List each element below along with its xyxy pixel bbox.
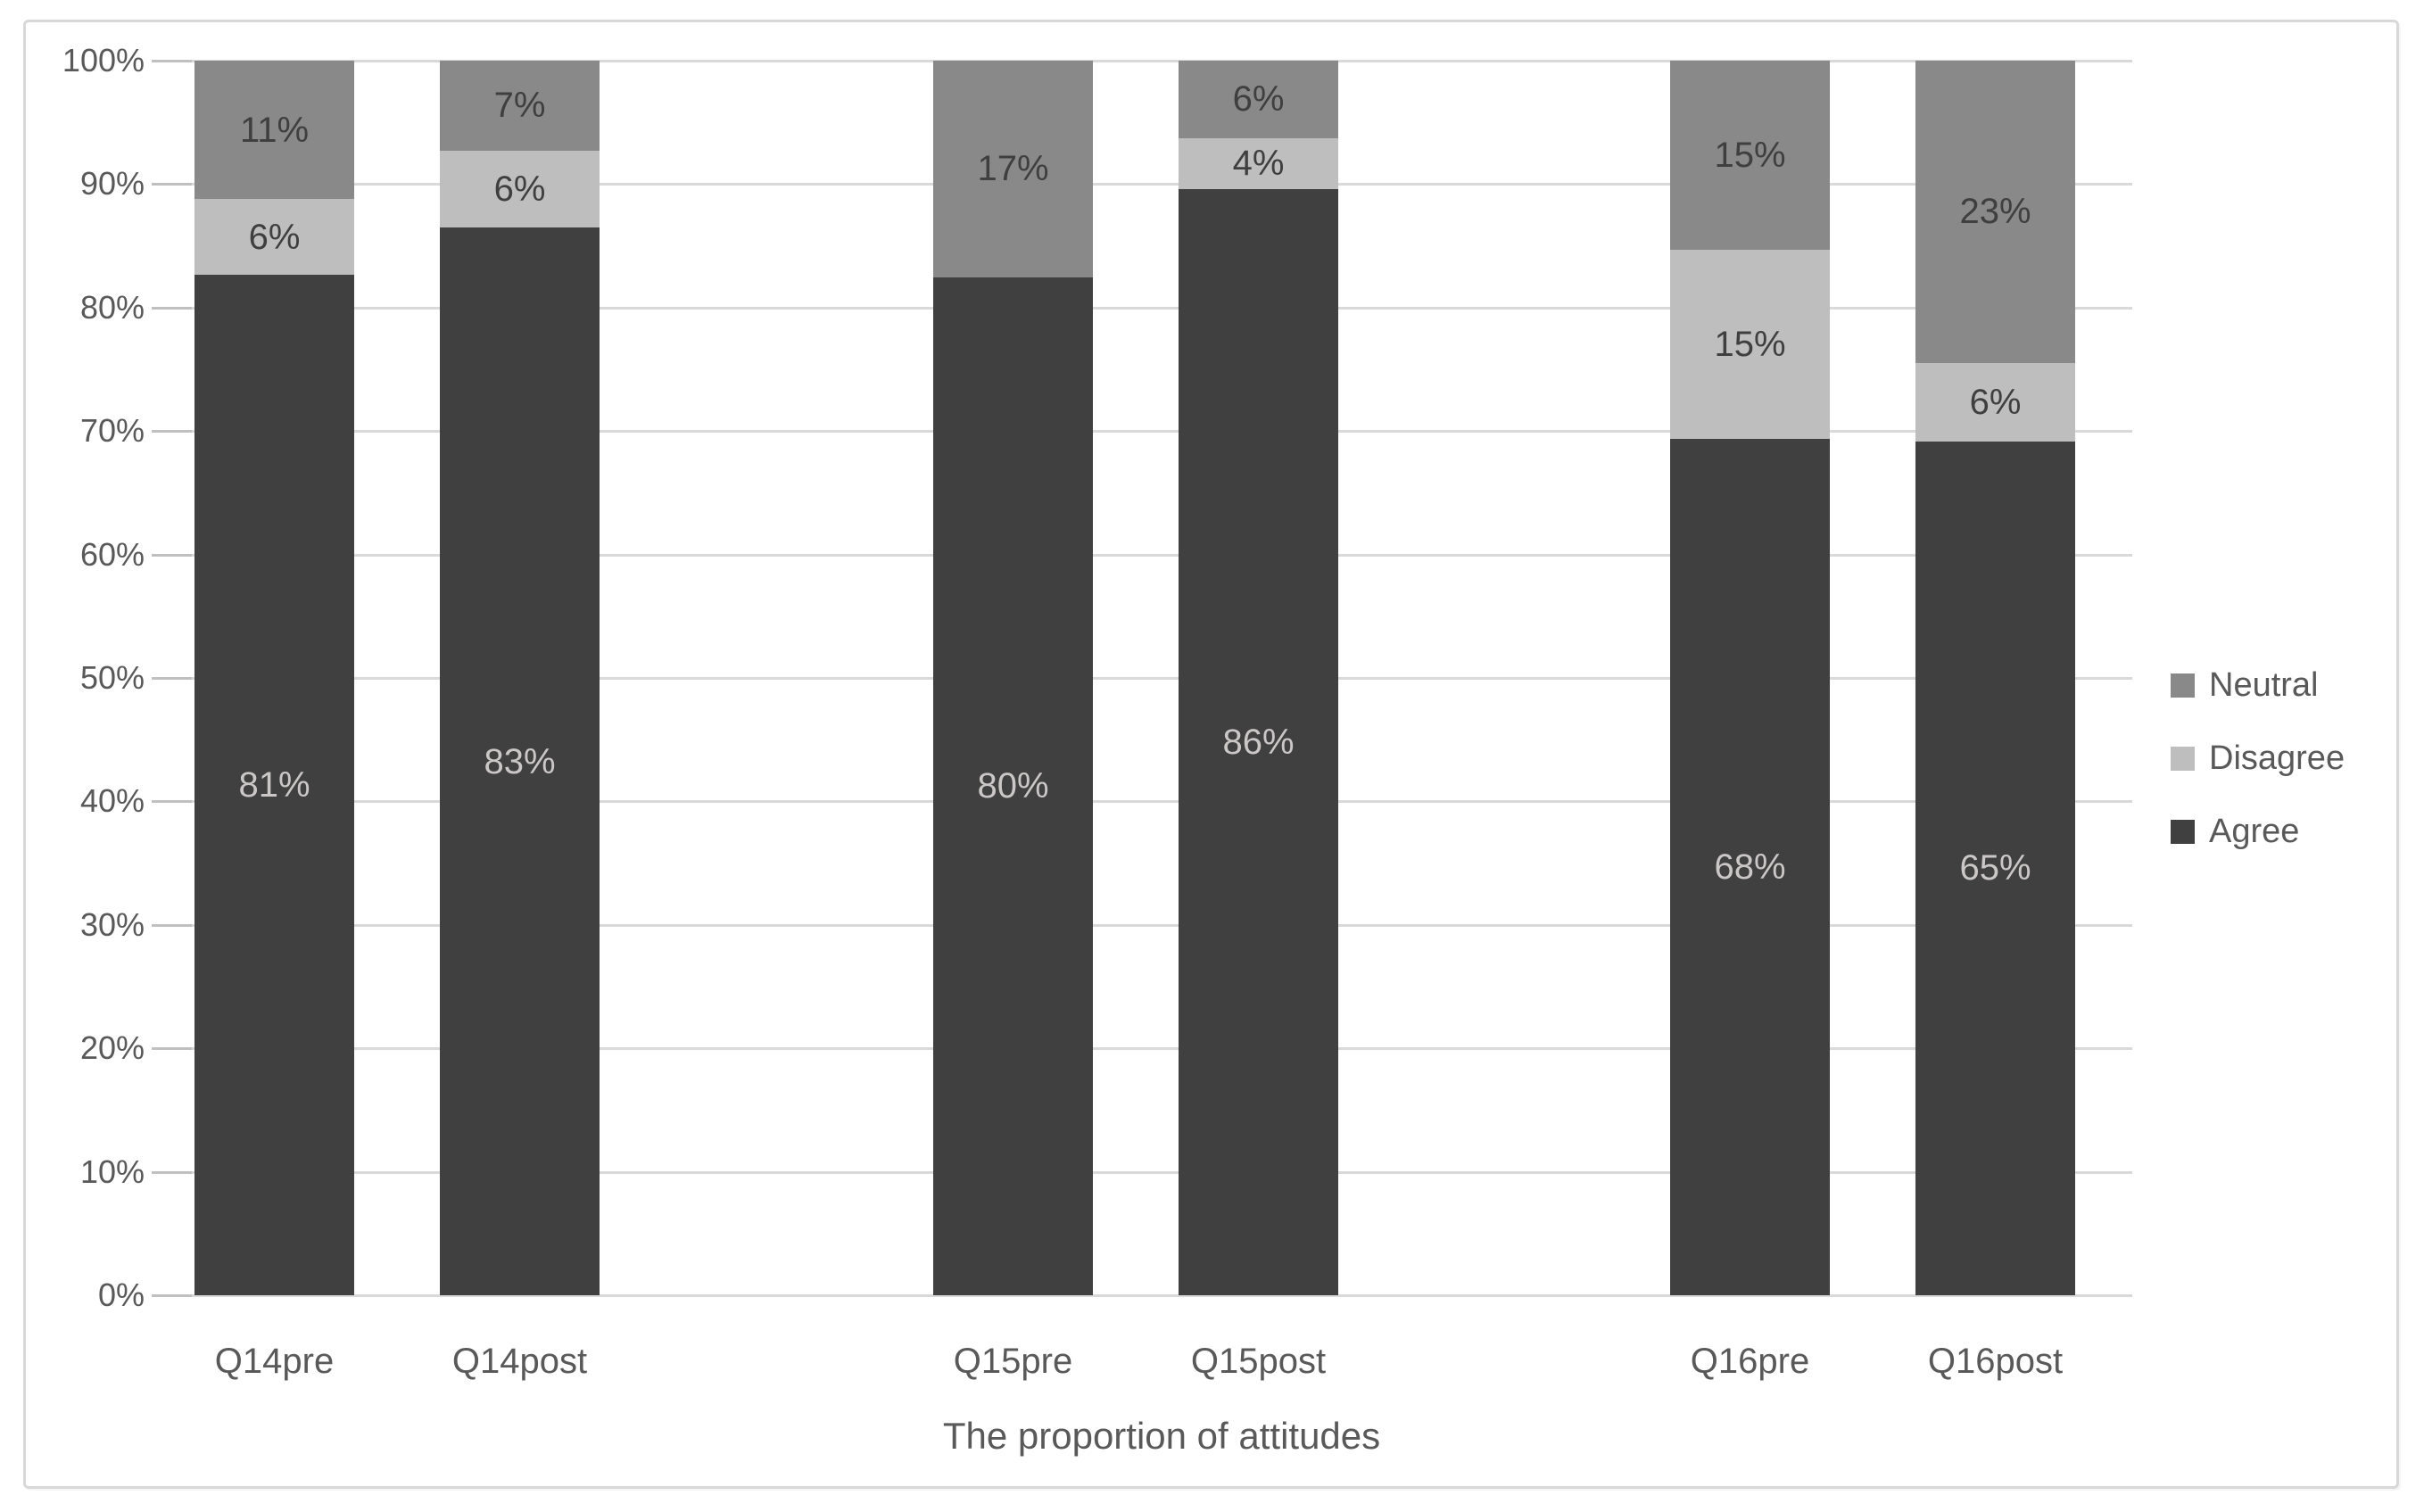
legend-item-disagree: Disagree [2171, 739, 2345, 778]
gridline-80 [192, 306, 2132, 310]
y-axis-tick-60 [152, 553, 192, 557]
data-label-q14post-disagree: 6% [493, 169, 546, 210]
data-label-q15post-neutral: 6% [1232, 79, 1285, 120]
bar-segment-q15post-agree [1179, 189, 1338, 1295]
x-axis-label-q15pre: Q15pre [953, 1342, 1073, 1381]
y-axis-label: 70% [79, 412, 145, 450]
x-axis-label-q16pre: Q16pre [1690, 1342, 1810, 1381]
y-axis-tick-50 [152, 677, 192, 680]
bar-segment-q14post-disagree [440, 150, 600, 228]
y-axis-label: 60% [79, 535, 145, 573]
y-axis-tick-20 [152, 1047, 192, 1051]
legend-label-agree: Agree [2209, 812, 2300, 850]
bar-segment-q15post-neutral [1179, 61, 1338, 138]
y-axis-label: 90% [79, 165, 145, 202]
y-axis-tick-0 [152, 1294, 192, 1297]
data-label-q14pre-agree: 81% [238, 765, 310, 806]
data-label-q16post-neutral: 23% [1959, 192, 2031, 232]
legend-label-disagree: Disagree [2209, 739, 2345, 777]
y-axis-label: 0% [97, 1277, 145, 1313]
y-axis-label: 80% [79, 288, 145, 326]
bar-segment-q16pre-agree [1670, 438, 1830, 1295]
y-axis-tick-70 [152, 430, 192, 434]
bar-segment-q16post-disagree [1915, 362, 2075, 442]
gridline-40 [192, 800, 2132, 804]
data-label-q15post-agree: 86% [1222, 723, 1295, 763]
y-axis-label: 10% [79, 1153, 145, 1190]
bar-segment-q16pre-neutral [1670, 61, 1830, 250]
legend-swatch-agree [2171, 819, 2195, 844]
x-axis-title: The proportion of attitudes [942, 1415, 1381, 1457]
y-axis-label: 50% [79, 659, 145, 696]
bar-segment-q14post-neutral [440, 61, 600, 151]
gridline-50 [192, 677, 2132, 680]
gridline-0 [192, 1294, 2132, 1297]
data-label-q14pre-neutral: 11% [239, 110, 310, 150]
data-label-q14pre-disagree: 6% [248, 217, 301, 257]
data-label-q15post-disagree: 4% [1232, 144, 1285, 184]
bar-segment-q14pre-agree [194, 275, 354, 1295]
legend-swatch-disagree [2171, 746, 2195, 771]
legend-swatch-neutral [2171, 673, 2195, 698]
y-axis-tick-90 [152, 183, 192, 186]
gridline-100 [192, 60, 2132, 62]
data-label-q16post-agree: 65% [1959, 848, 2031, 888]
legend-item-neutral: Neutral [2171, 665, 2319, 705]
data-label-q14post-neutral: 7% [493, 86, 546, 126]
y-axis-label: 40% [79, 782, 145, 820]
data-label-q16pre-neutral: 15% [1714, 135, 1786, 175]
bar-segment-q14pre-neutral [194, 61, 354, 200]
y-axis-label: 30% [79, 905, 145, 943]
y-axis-tick-10 [152, 1170, 192, 1174]
legend-item-agree: Agree [2171, 812, 2299, 851]
data-label-q16post-disagree: 6% [1969, 382, 2022, 422]
y-axis-tick-100 [152, 60, 192, 62]
bar-segment-q15post-disagree [1179, 137, 1338, 190]
gridline-20 [192, 1047, 2132, 1051]
y-axis-tick-30 [152, 923, 192, 927]
bar-segment-q15pre-neutral [933, 61, 1093, 277]
bar-segment-q14post-agree [440, 227, 600, 1295]
data-label-q15pre-agree: 80% [977, 766, 1049, 806]
bar-segment-q14pre-disagree [194, 199, 354, 276]
gridline-90 [192, 183, 2132, 186]
x-axis-label-q14pre: Q14pre [214, 1342, 335, 1381]
y-axis-tick-80 [152, 306, 192, 310]
bar-segment-q16post-neutral [1915, 61, 2075, 363]
legend-label-neutral: Neutral [2209, 665, 2319, 704]
x-axis-label-q15post: Q15post [1190, 1342, 1327, 1381]
y-axis-label: 20% [79, 1029, 145, 1067]
bar-segment-q16pre-disagree [1670, 249, 1830, 439]
data-label-q16pre-agree: 68% [1714, 847, 1786, 887]
data-label-q14post-agree: 83% [484, 741, 556, 781]
gridline-70 [192, 430, 2132, 434]
gridline-10 [192, 1170, 2132, 1174]
x-axis-label-q16post: Q16post [1927, 1342, 2064, 1381]
gridline-60 [192, 553, 2132, 557]
data-label-q16pre-disagree: 15% [1714, 324, 1786, 364]
gridline-30 [192, 923, 2132, 927]
chart-border-frame [23, 20, 2399, 1489]
bar-segment-q16post-agree [1915, 441, 2075, 1295]
y-axis-tick-40 [152, 800, 192, 804]
x-axis-label-q14post: Q14post [451, 1342, 588, 1381]
y-axis-label: 100% [62, 42, 145, 78]
data-label-q15pre-neutral: 17% [977, 149, 1049, 189]
bar-segment-q15pre-agree [933, 277, 1093, 1295]
